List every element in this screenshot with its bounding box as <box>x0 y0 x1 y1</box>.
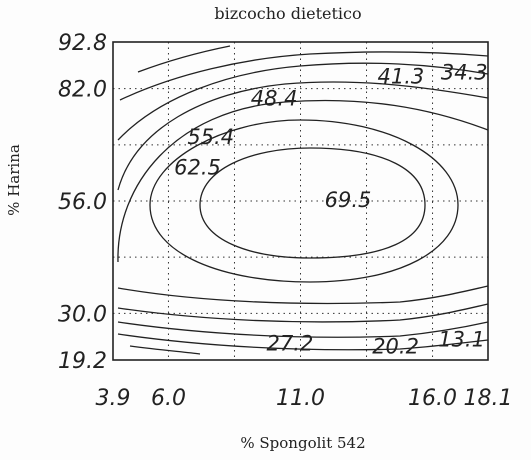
contour-label: 55.4 <box>187 125 234 149</box>
contour-line <box>137 45 231 73</box>
contour-label: 69.5 <box>325 188 372 212</box>
x-tick-label: 6.0 <box>151 386 186 411</box>
plot-frame <box>112 41 489 361</box>
contour-label: 20.2 <box>372 334 419 358</box>
contour-line <box>199 147 426 259</box>
x-tick-label: 16.0 <box>408 386 457 411</box>
contour-line <box>117 62 489 141</box>
contour-line <box>129 345 201 355</box>
y-tick-label: 92.8 <box>58 31 107 56</box>
contour-label: 62.5 <box>174 155 221 179</box>
contour-lines <box>117 45 489 355</box>
chart-title: bizcocho dietetico <box>214 4 361 23</box>
contour-line <box>117 81 489 191</box>
x-axis-label: % Spongolit 542 <box>240 434 365 452</box>
contour-line <box>117 333 489 351</box>
contour-line <box>117 99 489 263</box>
contour-label: 41.3 <box>377 65 424 89</box>
y-axis-label: % Harina <box>5 144 23 216</box>
contour-line <box>117 321 489 338</box>
y-tick-label: 30.0 <box>58 302 107 327</box>
contour-line <box>119 51 489 101</box>
y-tick-label: 82.0 <box>58 78 107 103</box>
contour-line <box>149 119 459 283</box>
x-tick-label: 18.1 <box>464 386 513 411</box>
contour-label: 13.1 <box>438 327 485 351</box>
gridlines <box>113 42 488 360</box>
y-tick-label: 19.2 <box>58 349 107 374</box>
contour-labels: 69.5 62.5 55.4 48.4 41.3 34.3 27.2 20.2 13.1 <box>174 60 487 358</box>
contour-line <box>117 303 489 323</box>
x-tick-label: 3.9 <box>96 386 131 411</box>
y-tick-label: 56.0 <box>58 190 107 215</box>
tick-labels: 3.9 6.0 11.0 16.0 18.1 19.2 30.0 56.0 82.0 92.8 <box>58 31 512 411</box>
contour-label: 34.3 <box>441 60 488 84</box>
contour-label: 48.4 <box>251 86 298 110</box>
contour-line <box>117 285 489 305</box>
contour-label: 27.2 <box>267 331 314 355</box>
x-tick-label: 11.0 <box>276 386 325 411</box>
